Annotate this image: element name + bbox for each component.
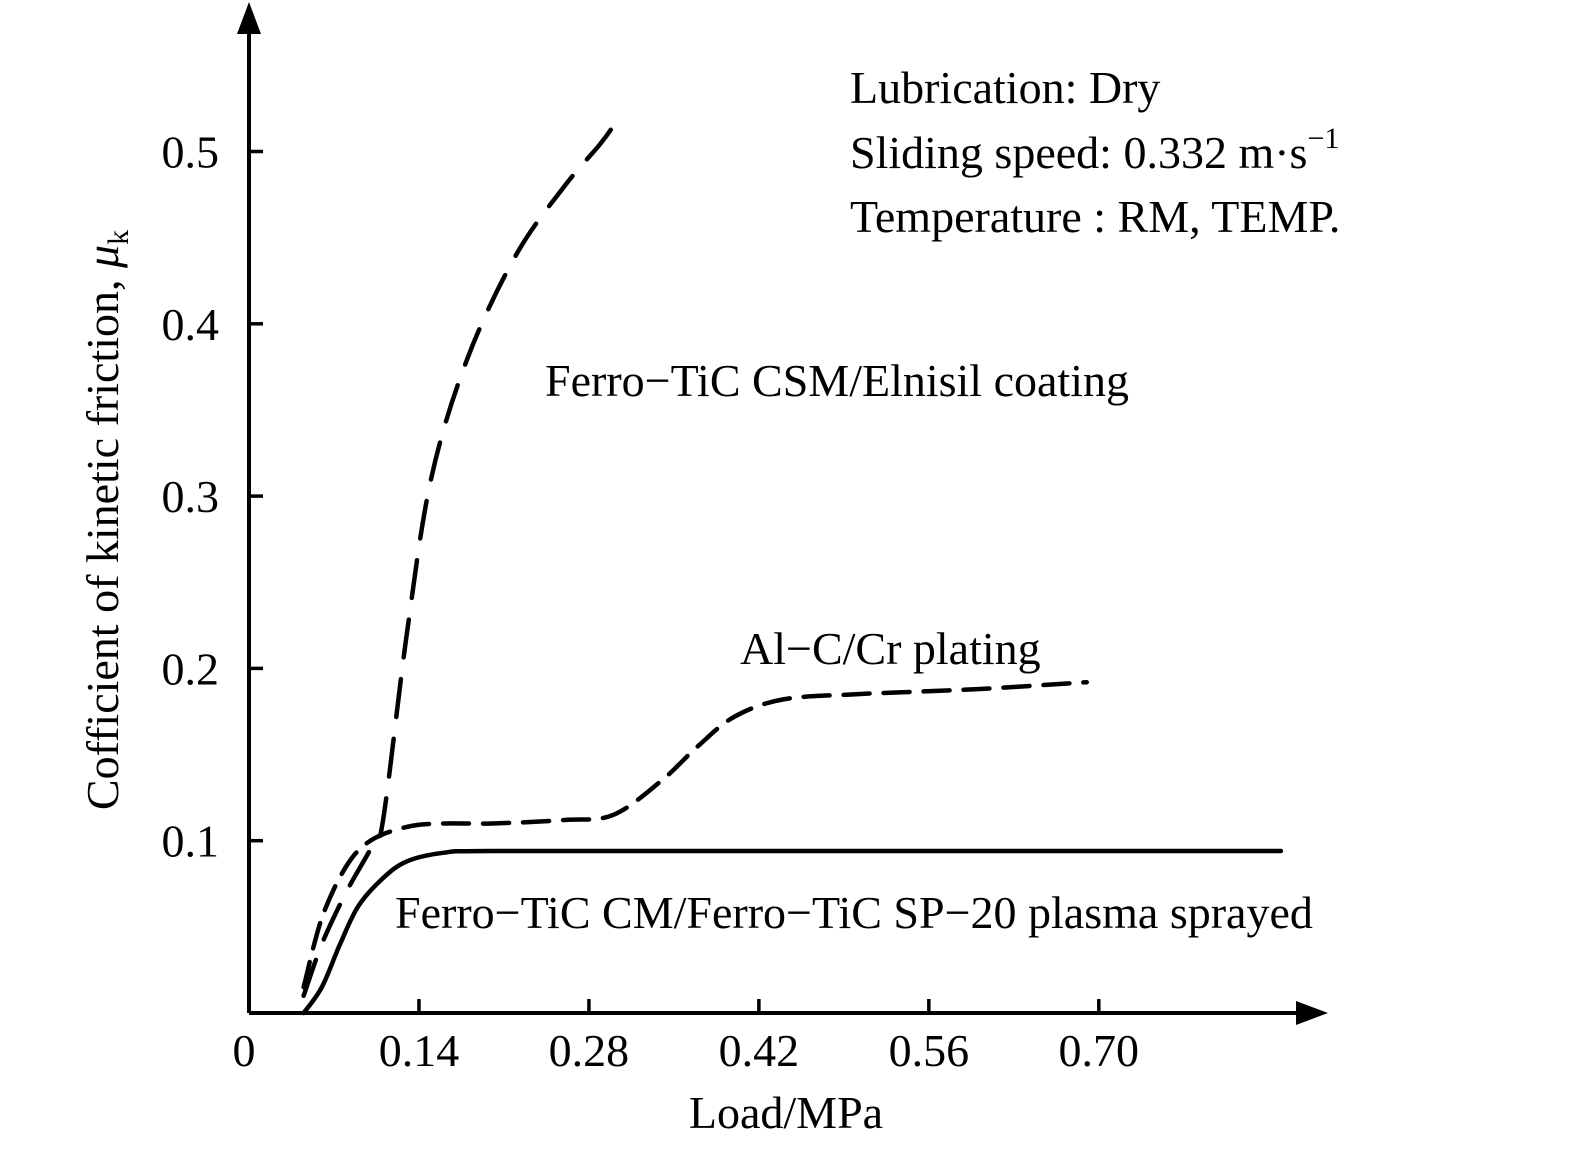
series-label-al-c-cr: Al−C/Cr plating (740, 623, 1041, 674)
annotation-temperature: Temperature : RM, TEMP. (850, 191, 1340, 242)
y-axis-title: Cofficient of kinetic friction, μk (77, 230, 135, 810)
series-line-al-c-cr (301, 679, 1089, 990)
y-tick-label: 0.4 (162, 299, 220, 350)
x-tick-label: 0.14 (379, 1025, 460, 1076)
y-tick-label: 0.5 (162, 127, 220, 178)
origin-tick-label: 0 (233, 1025, 256, 1076)
series-label-elnisil: Ferro−TiC CSM/Elnisil coating (545, 355, 1129, 406)
x-tick-label: 0.56 (889, 1025, 970, 1076)
x-axis-title: Load/MPa (689, 1087, 883, 1138)
x-axis-ticks: 0.14 0.28 0.42 0.56 0.70 (379, 999, 1139, 1076)
series-line-elnisil (301, 114, 622, 999)
x-tick-label: 0.70 (1059, 1025, 1140, 1076)
x-tick-label: 0.28 (549, 1025, 630, 1076)
y-axis-arrow (237, 2, 261, 34)
annotation-sliding-speed: Sliding speed: 0.332 m·s−1 (850, 122, 1339, 178)
annotation-lubrication: Lubrication: Dry (850, 62, 1160, 113)
y-axis-title-symbol: μ (77, 245, 128, 269)
series-label-plasma-sprayed: Ferro−TiC CM/Ferro−TiC SP−20 plasma spra… (395, 887, 1313, 938)
y-tick-label: 0.2 (162, 643, 220, 694)
y-axis-ticks: 0.1 0.2 0.3 0.4 0.5 (162, 127, 263, 867)
y-axis-title-text: Cofficient of kinetic friction, (77, 268, 128, 810)
x-axis-arrow (1296, 1001, 1328, 1025)
y-axis-title-subscript: k (102, 230, 135, 245)
y-tick-label: 0.1 (162, 816, 220, 867)
annotation-sliding-speed-superscript: −1 (1307, 122, 1339, 155)
series-line-plasma-sprayed (301, 848, 1284, 1016)
y-tick-label: 0.3 (162, 471, 220, 522)
x-tick-label: 0.42 (719, 1025, 800, 1076)
series-layer (301, 114, 1284, 1016)
annotation-sliding-speed-text: Sliding speed: 0.332 m·s (850, 127, 1307, 178)
